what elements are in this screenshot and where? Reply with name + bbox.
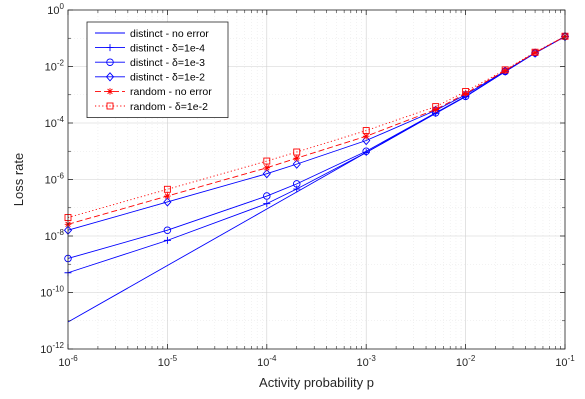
legend-label: random - no error bbox=[130, 86, 212, 98]
data-point-square bbox=[432, 103, 440, 111]
legend-label: distinct - δ=1e-2 bbox=[130, 72, 205, 84]
series-line bbox=[67, 36, 566, 225]
data-point-diamond bbox=[501, 66, 510, 76]
y-tick-label: 10-8 bbox=[45, 228, 65, 243]
data-point-square bbox=[362, 127, 370, 135]
y-tick-label: 10-4 bbox=[45, 115, 65, 130]
legend-box bbox=[86, 21, 229, 118]
data-point-star bbox=[501, 67, 509, 74]
data-point-star bbox=[106, 88, 114, 95]
legend-item: distinct - δ=1e-3 bbox=[95, 57, 205, 69]
legend-label: distinct - δ=1e-3 bbox=[130, 57, 205, 69]
data-point-star bbox=[462, 90, 469, 97]
data-point-diamond bbox=[262, 169, 271, 179]
x-tick-label: 10-1 bbox=[555, 354, 575, 369]
series-line bbox=[67, 35, 566, 218]
y-tick-label: 10-2 bbox=[45, 59, 65, 74]
legend-label: distinct - δ=1e-4 bbox=[130, 42, 205, 54]
data-point-star bbox=[293, 154, 301, 162]
data-point-circle bbox=[362, 147, 370, 155]
data-point-square bbox=[293, 148, 301, 156]
data-point-circle bbox=[263, 192, 271, 200]
data-point-star bbox=[164, 192, 171, 200]
legend-item: random - δ=1e-2 bbox=[95, 101, 208, 113]
legend-item: distinct - no error bbox=[95, 28, 209, 40]
x-axis-label: Activity probability p bbox=[259, 375, 374, 390]
data-point-diamond bbox=[431, 105, 440, 116]
data-point-diamond bbox=[362, 135, 371, 146]
x-tick-label: 10-3 bbox=[357, 354, 377, 369]
data-point-diamond bbox=[105, 72, 115, 82]
legend-label: distinct - no error bbox=[130, 28, 209, 40]
data-point-square bbox=[106, 102, 114, 110]
x-tick-labels: 10-6 10-5 10-4 10-3 10-2 10-1 bbox=[58, 354, 575, 369]
y-tick-label: 100 bbox=[47, 2, 64, 17]
x-tick-label: 10-4 bbox=[257, 354, 277, 369]
y-tick-labels: 10-12 10-10 10-8 10-6 10-4 10-2 100 bbox=[40, 2, 64, 356]
data-point-circle bbox=[163, 226, 172, 234]
series-layer bbox=[63, 31, 570, 323]
x-tick-label: 10-6 bbox=[58, 354, 78, 369]
y-tick-label: 10-12 bbox=[40, 341, 64, 356]
data-point-square bbox=[263, 157, 271, 165]
ticks-layer bbox=[67, 9, 566, 350]
data-point-square bbox=[531, 48, 539, 56]
x-tick-label: 10-2 bbox=[456, 354, 476, 369]
data-point-diamond bbox=[292, 159, 301, 169]
y-tick-label: 10-10 bbox=[40, 285, 64, 300]
data-point-diamond bbox=[530, 48, 540, 58]
data-point-star bbox=[362, 132, 370, 140]
legend-label: random - δ=1e-2 bbox=[130, 101, 208, 113]
data-point-plus bbox=[163, 236, 171, 244]
legend-item: distinct - δ=1e-2 bbox=[95, 72, 205, 84]
data-point-square bbox=[163, 185, 171, 193]
data-point-circle bbox=[292, 180, 301, 188]
x-tick-label: 10-5 bbox=[158, 354, 178, 369]
legend-item: distinct - δ=1e-4 bbox=[95, 42, 205, 54]
data-point-plus bbox=[293, 185, 301, 193]
data-point-circle bbox=[106, 58, 114, 66]
legend: distinct - no error distinct - δ=1e-4 dist… bbox=[86, 21, 229, 118]
data-point-plus bbox=[106, 44, 114, 52]
data-point-diamond bbox=[163, 197, 172, 207]
data-point-star bbox=[263, 164, 271, 172]
data-point-square bbox=[462, 88, 470, 95]
y-tick-label: 10-6 bbox=[45, 172, 65, 187]
y-axis-label: Loss rate bbox=[11, 153, 26, 206]
data-point-plus bbox=[263, 200, 271, 208]
legend-item: random - no error bbox=[95, 86, 212, 98]
data-point-square bbox=[501, 66, 509, 74]
